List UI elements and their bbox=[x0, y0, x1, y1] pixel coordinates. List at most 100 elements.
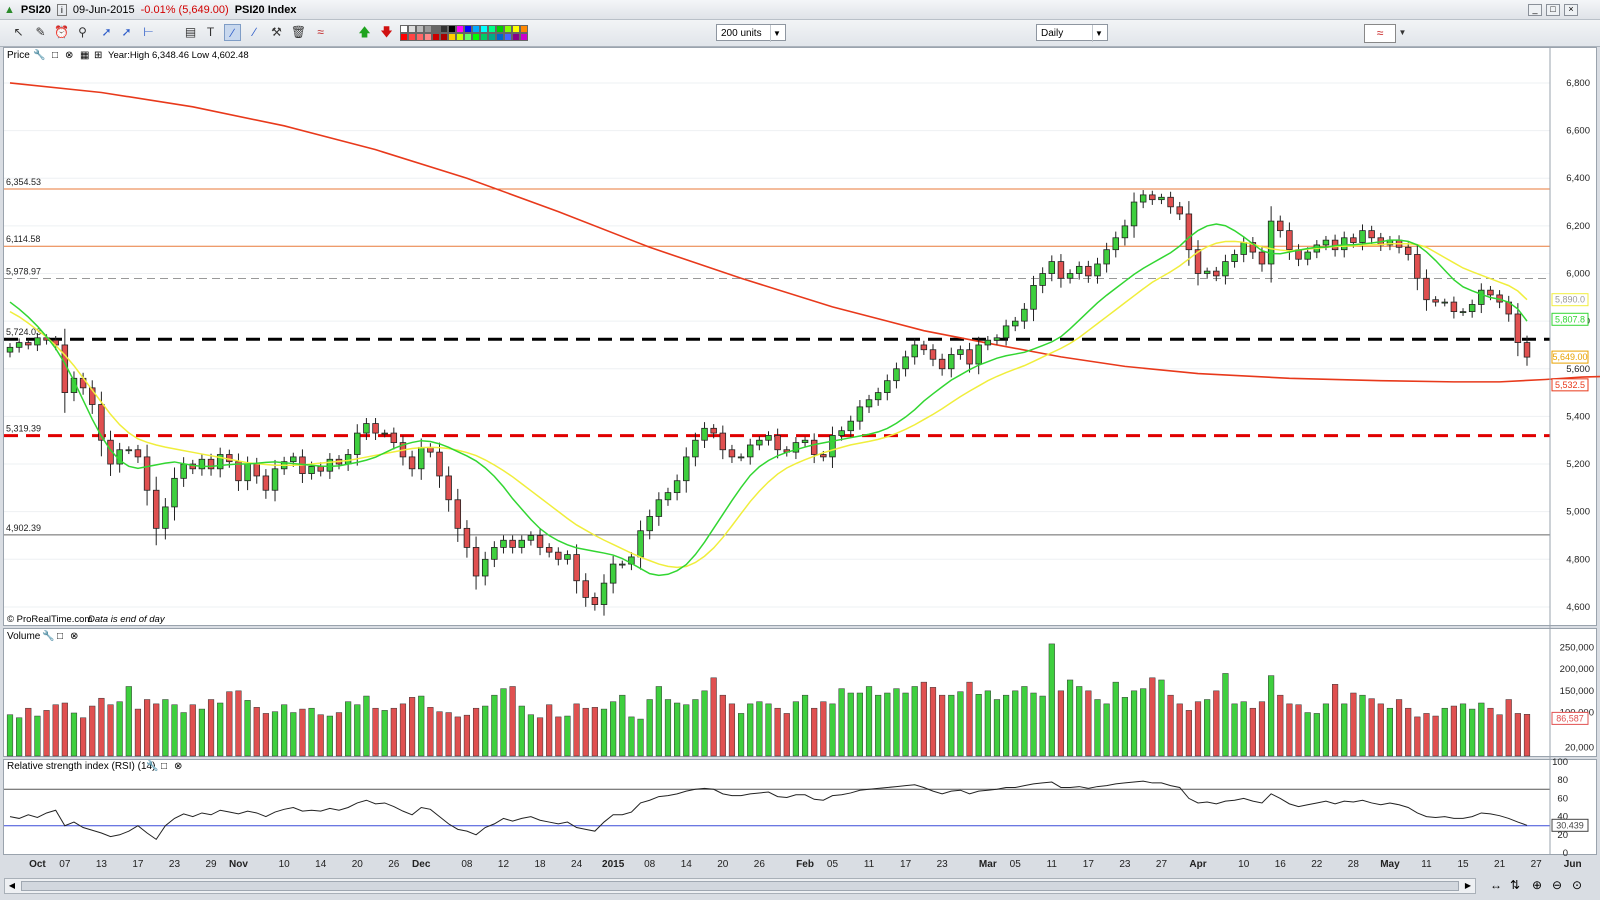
color-swatch[interactable] bbox=[400, 33, 408, 41]
alarm-icon[interactable]: ⏰ bbox=[54, 25, 69, 39]
color-swatch[interactable] bbox=[408, 33, 416, 41]
time-scrollbar[interactable]: ◀ ▶ bbox=[4, 878, 1476, 894]
color-swatch[interactable] bbox=[520, 33, 528, 41]
fib-icon[interactable]: ▤ bbox=[184, 25, 197, 39]
scroll-thumb[interactable] bbox=[21, 881, 1459, 891]
color-swatch[interactable] bbox=[480, 25, 488, 33]
chart-type-icon[interactable]: ▲ bbox=[4, 3, 15, 16]
x-tick-label: 15 bbox=[1457, 859, 1469, 870]
wrench-icon[interactable]: 🔧 bbox=[146, 759, 158, 772]
color-palette[interactable] bbox=[400, 25, 528, 41]
color-swatch[interactable] bbox=[520, 25, 528, 33]
color-swatch[interactable] bbox=[400, 25, 408, 33]
x-tick-label: 11 bbox=[864, 859, 875, 870]
indicator-icon[interactable]: ≈ bbox=[317, 25, 324, 39]
info-icon[interactable]: i bbox=[56, 3, 67, 16]
color-swatch[interactable] bbox=[496, 25, 504, 33]
window-icon[interactable]: □ bbox=[57, 631, 63, 642]
year-range: Year:High 6,348.46 Low 4,602.48 bbox=[108, 50, 249, 61]
volume-bar-up bbox=[975, 694, 982, 757]
zoom-out-icon[interactable]: ⊖ bbox=[1552, 878, 1563, 892]
period-select[interactable]: Daily ▼ bbox=[1036, 24, 1108, 42]
zoom-icon[interactable]: ⚲ bbox=[78, 25, 87, 39]
minimize-icon[interactable]: _ bbox=[1528, 4, 1542, 16]
close-icon[interactable]: × bbox=[1564, 4, 1578, 16]
color-swatch[interactable] bbox=[416, 25, 424, 33]
color-swatch[interactable] bbox=[448, 33, 456, 41]
magnet-icon[interactable]: ∕ bbox=[253, 25, 256, 39]
x-tick-label: 13 bbox=[96, 859, 108, 870]
volume-bar-up bbox=[527, 714, 534, 757]
color-swatch[interactable] bbox=[456, 25, 464, 33]
settings-icon[interactable]: ▦ bbox=[80, 50, 89, 61]
color-swatch[interactable] bbox=[432, 25, 440, 33]
color-swatch[interactable] bbox=[472, 25, 480, 33]
color-swatch[interactable] bbox=[408, 25, 416, 33]
volume-bar-up bbox=[875, 694, 882, 757]
buy-arrow-icon[interactable]: 🡅 bbox=[358, 25, 371, 39]
scroll-left-icon[interactable]: ◀ bbox=[8, 881, 16, 890]
restore-icon[interactable]: □ bbox=[1546, 4, 1560, 16]
volume-bar-up bbox=[308, 707, 315, 757]
color-swatch[interactable] bbox=[464, 33, 472, 41]
scroll-right-icon[interactable]: ▶ bbox=[1464, 881, 1472, 890]
color-swatch[interactable] bbox=[496, 33, 504, 41]
close-panel-icon[interactable]: ⊗ bbox=[174, 761, 182, 772]
candle-down bbox=[920, 344, 928, 351]
color-swatch[interactable] bbox=[488, 33, 496, 41]
color-swatch[interactable] bbox=[448, 25, 456, 33]
hline-icon[interactable]: ⊢ bbox=[143, 25, 154, 39]
tools-icon[interactable]: ⚒ bbox=[271, 25, 282, 39]
candle-down bbox=[545, 547, 553, 553]
window-icon[interactable]: □ bbox=[52, 50, 58, 61]
color-swatch[interactable] bbox=[512, 25, 520, 33]
pointer-icon[interactable]: ↖ bbox=[13, 25, 24, 39]
color-swatch[interactable] bbox=[512, 33, 520, 41]
chevron-down-icon[interactable]: ▼ bbox=[1398, 28, 1407, 37]
color-swatch[interactable] bbox=[504, 33, 512, 41]
trash-icon[interactable]: 🗑 bbox=[290, 25, 307, 39]
color-swatch[interactable] bbox=[416, 33, 424, 41]
color-swatch[interactable] bbox=[472, 33, 480, 41]
window-icon[interactable]: □ bbox=[161, 761, 167, 772]
line-icon[interactable]: ➚ bbox=[101, 25, 112, 39]
sell-arrow-icon[interactable]: 🡇 bbox=[380, 25, 393, 39]
zoom-in-icon[interactable]: ⊕ bbox=[1532, 878, 1543, 892]
color-swatch[interactable] bbox=[480, 33, 488, 41]
color-swatch[interactable] bbox=[504, 25, 512, 33]
color-swatch[interactable] bbox=[456, 33, 464, 41]
color-swatch[interactable] bbox=[440, 25, 448, 33]
panel-menu-icon[interactable]: ⊞ bbox=[94, 50, 102, 61]
color-swatch[interactable] bbox=[464, 25, 472, 33]
color-swatch[interactable] bbox=[424, 33, 432, 41]
color-swatch[interactable] bbox=[424, 25, 432, 33]
ray-icon[interactable]: ➚ bbox=[121, 25, 132, 39]
volume-bar-up bbox=[683, 704, 690, 757]
wrench-icon[interactable]: 🔧 bbox=[33, 48, 45, 61]
candle-down bbox=[1249, 242, 1257, 253]
text-icon[interactable]: T bbox=[206, 25, 215, 39]
ruler-icon[interactable]: ✎ bbox=[35, 25, 46, 39]
units-select[interactable]: 200 units ▼ bbox=[716, 24, 786, 42]
zoom-reset-icon[interactable]: ⊙ bbox=[1572, 878, 1583, 892]
candle-up bbox=[290, 456, 297, 463]
volume-bar-up bbox=[646, 699, 653, 757]
volume-tick-label: 20,000 bbox=[1565, 742, 1594, 753]
color-swatch[interactable] bbox=[440, 33, 448, 41]
chart-style-icon[interactable]: ≈ bbox=[1364, 24, 1396, 43]
channel-icon[interactable]: ∕ bbox=[224, 24, 241, 41]
zoom-range-icon[interactable]: ⇅ bbox=[1510, 878, 1521, 892]
candle-up bbox=[1203, 270, 1211, 274]
x-tick-label: Mar bbox=[979, 859, 997, 870]
rsi-badge: 30.439 bbox=[1556, 820, 1584, 830]
wrench-icon[interactable]: 🔧 bbox=[42, 629, 54, 642]
close-panel-icon[interactable]: ⊗ bbox=[70, 631, 78, 642]
color-swatch[interactable] bbox=[488, 25, 496, 33]
candle-up bbox=[15, 342, 23, 348]
price-panel bbox=[3, 47, 1597, 626]
close-panel-icon[interactable]: ⊗ bbox=[65, 50, 73, 61]
candle-up bbox=[1240, 242, 1247, 255]
fit-icon[interactable]: ↔ bbox=[1490, 878, 1502, 892]
color-swatch[interactable] bbox=[432, 33, 440, 41]
